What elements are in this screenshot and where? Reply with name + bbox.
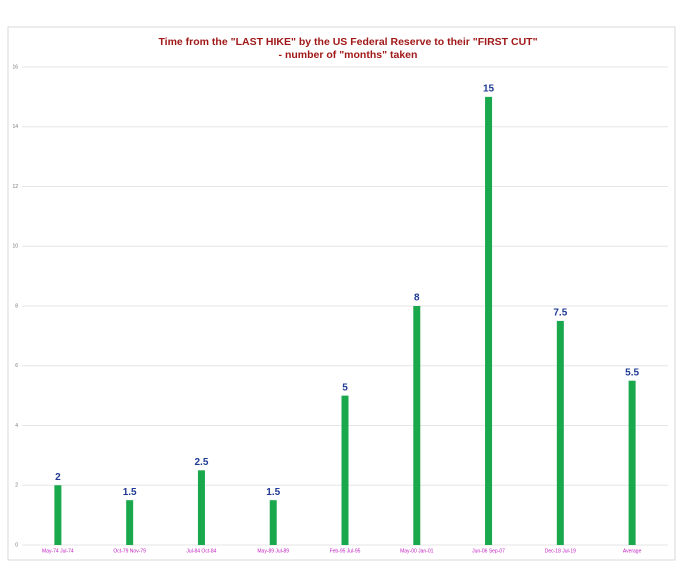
value-label: 5.5 — [625, 367, 639, 378]
y-tick-label: 12 — [12, 184, 18, 190]
x-tick-label: Oct-79 Nov-79 — [113, 548, 146, 554]
value-label: 1.5 — [266, 487, 280, 498]
y-tick-label: 14 — [12, 124, 18, 130]
bar — [341, 395, 349, 545]
bar — [485, 96, 493, 545]
x-tick-label: Dec-18 Jul-19 — [545, 548, 576, 554]
y-tick-label: 16 — [12, 64, 18, 70]
value-label: 2.5 — [194, 457, 208, 468]
y-tick-label: 2 — [15, 483, 18, 489]
value-label: 15 — [483, 84, 495, 95]
bar — [197, 470, 205, 545]
x-tick-label: Feb-95 Jul-95 — [330, 548, 361, 554]
value-label: 8 — [414, 293, 420, 304]
bar — [269, 500, 277, 545]
x-tick-label: May-00 Jan-01 — [400, 548, 434, 554]
x-tick-label: Average — [623, 548, 642, 554]
value-label: 7.5 — [553, 308, 567, 319]
y-tick-label: 10 — [12, 244, 18, 250]
bar — [54, 485, 62, 545]
x-tick-label: May-74 Jul-74 — [42, 548, 74, 554]
bar — [126, 500, 134, 545]
y-tick-label: 0 — [15, 542, 18, 548]
x-tick-label: May-89 Jul-89 — [257, 548, 289, 554]
y-tick-label: 4 — [15, 423, 18, 429]
value-label: 2 — [55, 472, 61, 483]
y-tick-label: 6 — [15, 363, 18, 369]
chart-title: Time from the "LAST HIKE" by the US Fede… — [158, 36, 537, 48]
value-label: 5 — [342, 382, 348, 393]
chart-subtitle: - number of "months" taken — [279, 49, 418, 61]
bar — [556, 320, 564, 545]
x-tick-label: Jun-06 Sep-07 — [472, 548, 505, 554]
bar — [413, 306, 421, 545]
value-label: 1.5 — [123, 487, 137, 498]
y-tick-label: 8 — [15, 303, 18, 309]
bar — [628, 380, 636, 545]
x-tick-label: Jul-84 Oct-84 — [186, 548, 216, 554]
